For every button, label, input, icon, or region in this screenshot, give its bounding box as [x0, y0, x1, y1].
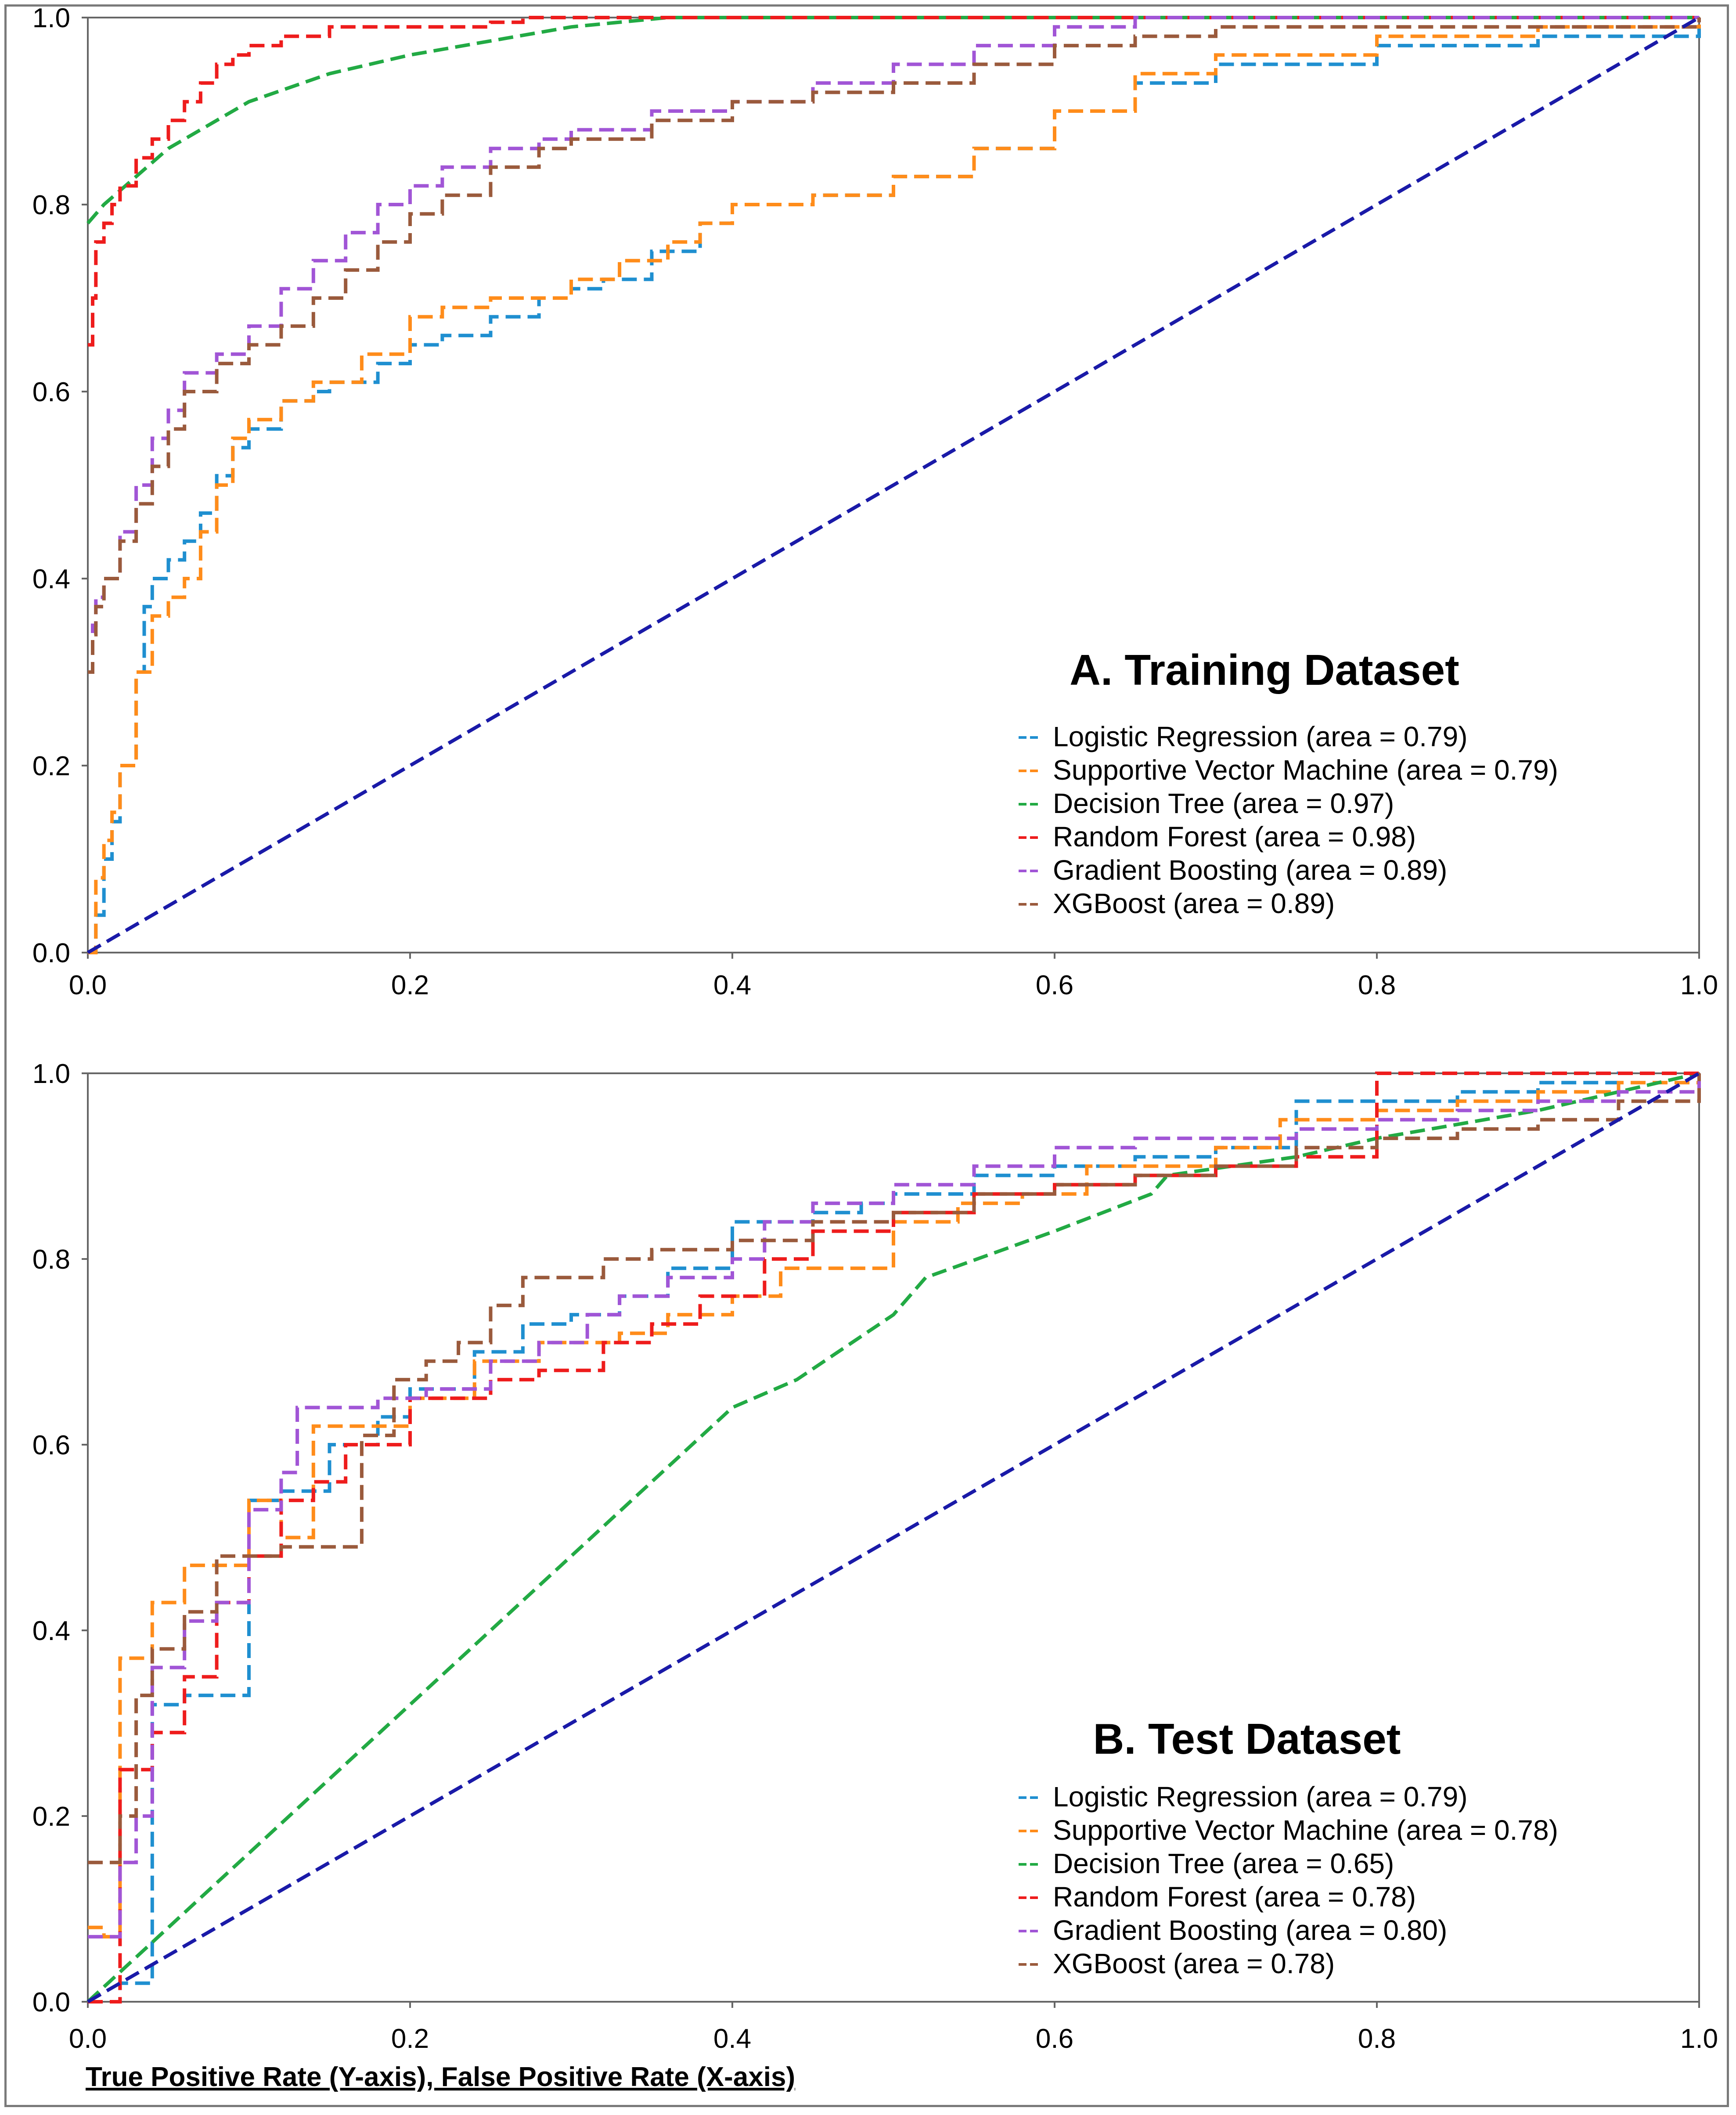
y-tick-label: 0.2	[32, 751, 70, 781]
y-tick-label: 0.0	[32, 1987, 70, 2018]
x-tick-label: 0.6	[1036, 970, 1073, 1000]
y-tick-label: 1.0	[32, 1059, 70, 1089]
y-tick-label: 0.8	[32, 1245, 70, 1275]
legend-entry: Decision Tree (area = 0.65)	[1053, 1848, 1394, 1879]
legend-entry: XGBoost (area = 0.89)	[1053, 888, 1335, 919]
x-tick-label: 1.0	[1680, 970, 1718, 1000]
x-tick-label: 0.4	[713, 2024, 751, 2054]
x-axis-caption: True Positive Rate (Y-axis), False Posit…	[86, 2062, 795, 2092]
x-tick-label: 0.8	[1358, 2024, 1396, 2054]
y-tick-label: 0.4	[32, 564, 70, 594]
chart-title: B. Test Dataset	[1093, 1715, 1401, 1763]
series-line-random-forest	[88, 16, 1699, 347]
test-roc-chart: 0.0 0.2 0.4 0.6 0.8 1.0 0.0 0.2 0.4 0.6 0.8 1.0 B. T…	[32, 1059, 1718, 2092]
x-tick-label: 0.4	[713, 970, 751, 1000]
series-line-xgboost	[88, 1073, 1701, 1864]
y-tick-label: 1.0	[32, 3, 70, 33]
x-tick-label: 0.8	[1358, 970, 1396, 1000]
legend-entry: Gradient Boosting (area = 0.89)	[1053, 854, 1447, 886]
legend-entry: Supportive Vector Machine (area = 0.78)	[1053, 1814, 1558, 1846]
x-tick-label: 0.0	[69, 2024, 107, 2054]
chart-title: A. Training Dataset	[1070, 646, 1459, 694]
legend-entry: Random Forest (area = 0.78)	[1053, 1881, 1416, 1913]
series-line-decision-tree	[86, 1072, 1700, 2003]
legend-entry: Logistic Regression (area = 0.79)	[1053, 721, 1468, 752]
series-line-random-forest	[88, 1072, 1699, 2003]
legend-entry: Logistic Regression (area = 0.79)	[1053, 1781, 1468, 1813]
y-tick-label: 0.2	[32, 1802, 70, 1832]
x-tick-label: 0.6	[1036, 2024, 1073, 2054]
y-tick-label: 0.6	[32, 377, 70, 407]
x-tick-label: 0.0	[69, 970, 107, 1000]
y-tick-label: 0.0	[32, 938, 70, 968]
x-tick-label: 1.0	[1680, 2024, 1718, 2054]
series-line-gradient-boosting	[88, 1073, 1701, 1939]
y-tick-label: 0.6	[32, 1430, 70, 1460]
y-tick-label: 0.4	[32, 1616, 70, 1646]
chance-diagonal-line	[86, 16, 1700, 954]
y-tick-label: 0.8	[32, 190, 70, 220]
legend-entry: Supportive Vector Machine (area = 0.79)	[1053, 754, 1558, 786]
series-line-decision-tree	[86, 16, 1699, 225]
legend-entry: Decision Tree (area = 0.97)	[1053, 788, 1394, 819]
legend-entry: XGBoost (area = 0.78)	[1053, 1948, 1335, 1979]
chance-diagonal-line	[87, 1072, 1700, 2003]
series-line-supportive-vector-machine	[88, 1073, 1701, 1939]
legend-entry: Random Forest (area = 0.98)	[1053, 821, 1416, 852]
training-roc-chart: 0.0 0.2 0.4 0.6 0.8 1.0 0.0 0.2 0.4 0.6 0.8 1.0 A. T…	[32, 3, 1718, 1000]
series-line-supportive-vector-machine	[88, 18, 1701, 954]
legend-entry: Gradient Boosting (area = 0.80)	[1053, 1914, 1447, 1946]
x-tick-label: 0.2	[391, 2024, 429, 2054]
x-tick-label: 0.2	[391, 970, 429, 1000]
